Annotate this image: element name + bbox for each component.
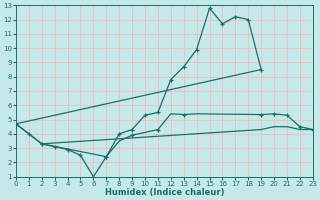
X-axis label: Humidex (Indice chaleur): Humidex (Indice chaleur): [105, 188, 224, 197]
